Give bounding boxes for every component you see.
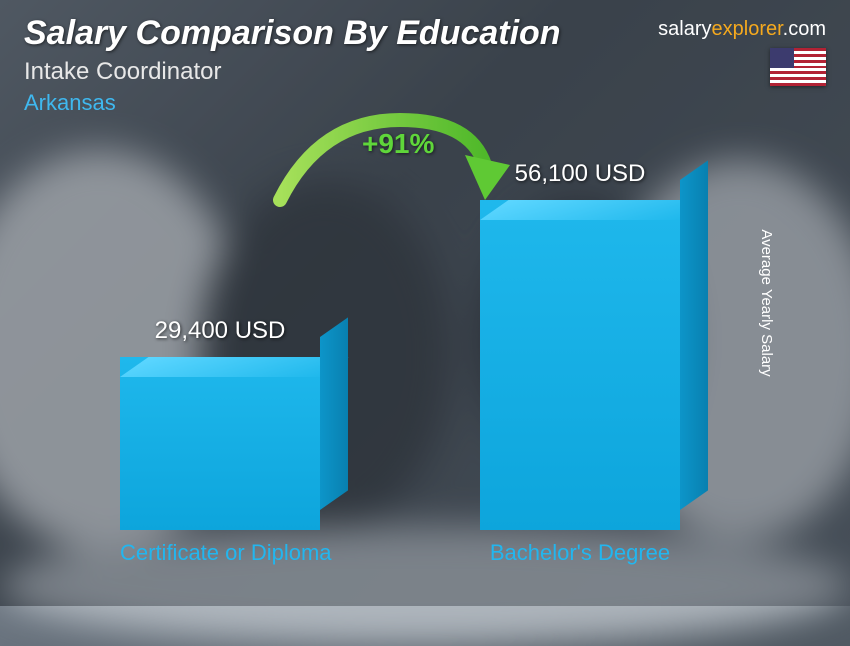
page-title: Salary Comparison By Education [24,14,561,53]
bar-1: 56,100 USD Bachelor's Degree [480,160,680,566]
brand-suffix: .com [783,18,826,40]
brand-logo: salaryexplorer.com [658,18,826,41]
job-title: Intake Coordinator [24,58,221,86]
bar-3d [480,200,680,530]
brand-part2: explorer [712,18,783,40]
location-label: Arkansas [24,90,116,116]
bar-category-label: Bachelor's Degree [480,540,680,566]
country-flag-us [770,48,826,86]
bar-value-label: 29,400 USD [120,317,320,345]
bar-3d [120,357,320,530]
brand-part1: salary [658,18,711,40]
chart-area: 29,400 USD Certificate or Diploma 56,100 U… [0,140,850,566]
bar-category-label: Certificate or Diploma [120,540,320,566]
bar-0: 29,400 USD Certificate or Diploma [120,317,320,566]
percent-increase-label: +91% [362,128,434,160]
bar-value-label: 56,100 USD [480,160,680,188]
